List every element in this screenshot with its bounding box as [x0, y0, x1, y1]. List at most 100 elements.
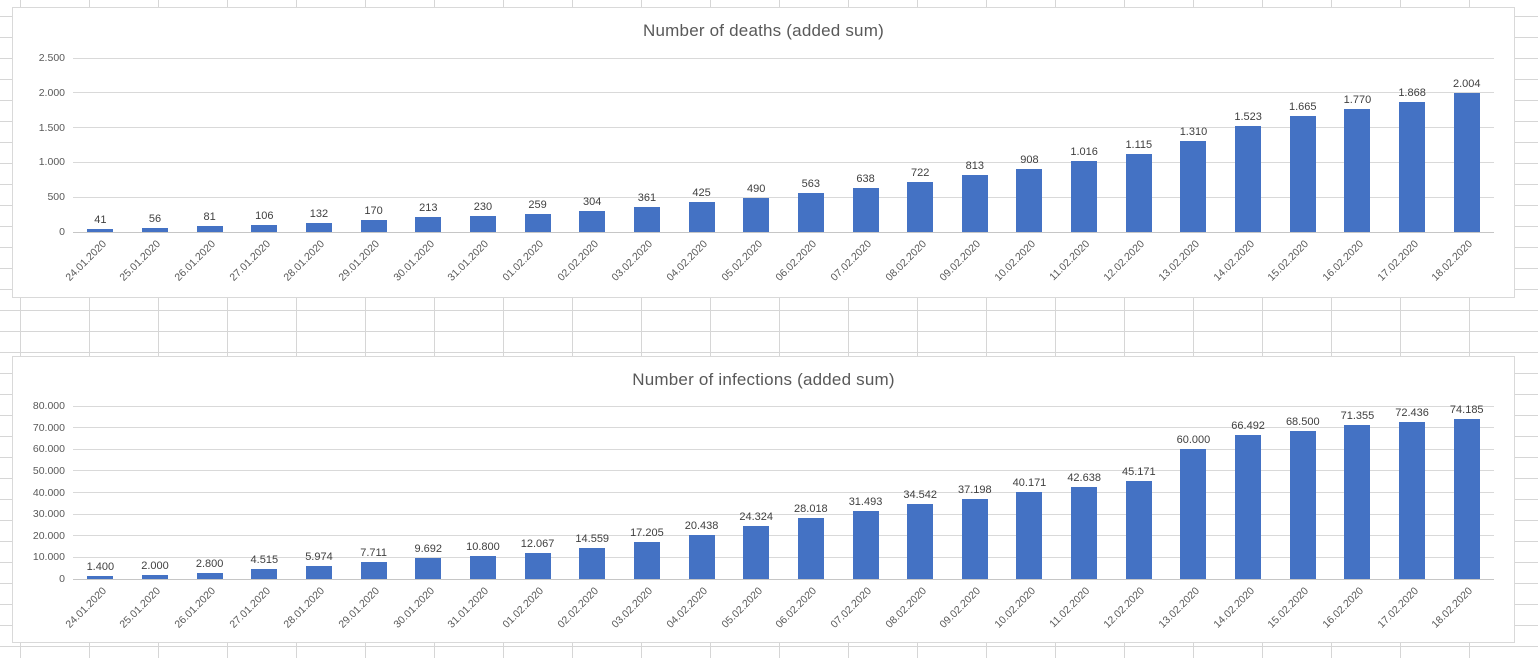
bar[interactable]: 12.067 [521, 538, 554, 579]
bar[interactable]: 304 [579, 196, 606, 232]
bar-slot: 14.559 [565, 406, 620, 579]
bar-value-label: 34.542 [903, 489, 937, 502]
bar[interactable]: 56 [141, 213, 168, 232]
x-slot: 27.01.2020 [227, 232, 292, 294]
bar-value-label: 17.205 [630, 526, 664, 539]
bar-value-label: 1.016 [1070, 146, 1098, 159]
bar-slot: 81 [182, 58, 237, 232]
x-slot: 06.02.2020 [774, 232, 839, 294]
bar[interactable]: 9.692 [415, 543, 442, 579]
y-tick-label: 0 [59, 226, 65, 238]
bar-value-label: 1.310 [1179, 125, 1208, 138]
bar-slot: 42.638 [1057, 406, 1112, 579]
bar[interactable]: 4.515 [251, 554, 278, 579]
gridline [73, 535, 1494, 537]
bar[interactable]: 42.638 [1067, 472, 1101, 579]
chart-title: Number of infections (added sum) [632, 370, 895, 389]
bar[interactable]: 1.016 [1070, 146, 1098, 232]
x-slot: 11.02.2020 [1048, 579, 1112, 639]
bar[interactable]: 638 [852, 173, 879, 232]
x-slot: 29.01.2020 [336, 232, 401, 294]
gridline [73, 92, 1494, 94]
bar[interactable]: 259 [524, 199, 551, 232]
bar-value-label: 106 [255, 209, 274, 222]
bar[interactable]: 813 [961, 160, 988, 232]
bar-slot: 41 [73, 58, 128, 232]
bar[interactable]: 2.004 [1453, 78, 1481, 232]
bar-value-label: 42.638 [1067, 471, 1101, 484]
bar-slot: 56 [128, 58, 183, 232]
bar[interactable]: 7.711 [360, 547, 387, 579]
bar[interactable]: 425 [688, 187, 715, 232]
bar[interactable]: 81 [196, 211, 223, 232]
gridline [73, 470, 1494, 472]
deaths-chart[interactable]: Number of deaths (added sum) 0 500 1.000 1.… [12, 7, 1515, 298]
bar[interactable]: 1.400 [87, 561, 114, 579]
bar[interactable]: 31.493 [849, 496, 882, 579]
bar[interactable]: 563 [797, 178, 824, 232]
bar[interactable]: 2.000 [141, 560, 169, 579]
bar[interactable]: 72.436 [1395, 407, 1429, 579]
bar[interactable]: 2.800 [196, 558, 223, 579]
bar[interactable]: 24.324 [739, 511, 773, 579]
y-tick-label: 40.000 [32, 486, 65, 499]
bar[interactable]: 908 [1016, 154, 1043, 232]
bar[interactable]: 17.205 [630, 527, 664, 579]
x-slot: 03.02.2020 [610, 579, 675, 639]
bar[interactable]: 1.868 [1398, 87, 1426, 232]
bar[interactable]: 60.000 [1177, 434, 1210, 579]
bar[interactable]: 10.800 [466, 541, 500, 579]
bar[interactable]: 28.018 [794, 503, 828, 579]
bar-slot: 1.310 [1166, 58, 1221, 232]
bar[interactable]: 37.198 [958, 484, 992, 579]
x-slot: 15.02.2020 [1266, 232, 1330, 294]
bar[interactable]: 1.115 [1125, 139, 1152, 232]
bar-value-label: 813 [965, 160, 985, 173]
bar[interactable]: 132 [305, 208, 332, 232]
bar-slot: 74.185 [1439, 404, 1494, 579]
bar-slot: 2.000 [128, 406, 183, 579]
bar-slot: 7.711 [346, 406, 401, 579]
bar[interactable]: 1.770 [1344, 94, 1371, 232]
x-slot: 01.02.2020 [500, 232, 565, 294]
bar[interactable]: 40.171 [1013, 477, 1046, 579]
bar[interactable]: 20.438 [685, 520, 718, 579]
bar-value-label: 45.171 [1121, 466, 1156, 479]
bar-slot: 12.067 [510, 406, 565, 579]
y-tick-label: 2.500 [38, 52, 65, 64]
y-tick-label: 10.000 [32, 551, 65, 564]
bar[interactable]: 34.542 [903, 489, 937, 579]
bar[interactable]: 722 [907, 167, 934, 232]
bar[interactable]: 213 [415, 202, 442, 232]
infections-chart[interactable]: Number of infections (added sum) 0 10.000… [12, 356, 1515, 643]
bar[interactable]: 361 [633, 192, 660, 232]
bar-value-label: 425 [692, 187, 711, 200]
x-slot: 27.01.2020 [227, 579, 292, 639]
bar[interactable]: 66.492 [1231, 420, 1265, 579]
bar-slot: 490 [729, 58, 784, 232]
x-slot: 09.02.2020 [938, 579, 1003, 639]
bar[interactable]: 5.974 [305, 551, 333, 579]
bar[interactable]: 74.185 [1450, 404, 1484, 579]
x-slot: 02.02.2020 [555, 232, 620, 294]
bar[interactable]: 14.559 [575, 533, 609, 579]
y-axis: 0 10.000 20.000 30.000 40.000 50.000 60.000 70.… [13, 400, 65, 585]
bar[interactable]: 1.523 [1234, 111, 1262, 232]
bar-series: 41 56 81 106 132 170 213 230 259 304 361 425 490 563 6… [73, 58, 1494, 232]
x-slot: 28.01.2020 [282, 579, 347, 639]
bar-slot: 5.974 [292, 406, 347, 579]
bar-slot: 638 [838, 58, 893, 232]
bar[interactable]: 71.355 [1341, 410, 1374, 579]
bar[interactable]: 170 [360, 205, 387, 232]
bar-value-label: 71.355 [1340, 409, 1375, 422]
bar-slot: 213 [401, 58, 456, 232]
bar[interactable]: 41 [87, 214, 114, 232]
x-slot: 30.01.2020 [391, 232, 456, 294]
bar[interactable]: 45.171 [1122, 466, 1156, 579]
bar[interactable]: 1.310 [1180, 126, 1207, 232]
bar[interactable]: 106 [251, 210, 278, 232]
bar[interactable]: 68.500 [1286, 416, 1320, 579]
bar[interactable]: 490 [743, 183, 770, 232]
bar[interactable]: 230 [469, 201, 496, 232]
bar[interactable]: 1.665 [1289, 101, 1317, 232]
